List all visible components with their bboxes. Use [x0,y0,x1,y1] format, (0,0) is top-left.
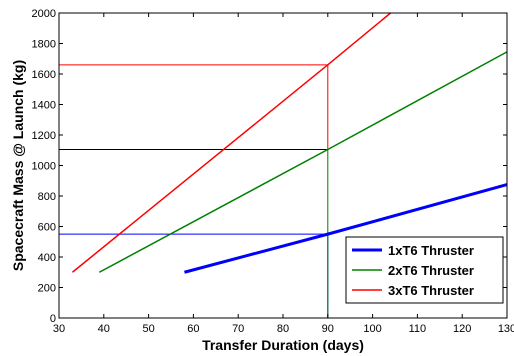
y-tick-label: 600 [38,222,56,234]
legend: 1xT6 Thruster 2xT6 Thruster 3xT6 Thruster [345,236,504,304]
series-line-3 [71,12,391,273]
x-tick-label: 40 [98,323,110,335]
x-tick-label: 90 [322,323,334,335]
x-tick-label: 70 [232,323,244,335]
series-line-1 [184,183,508,274]
reference-line-3 [59,64,329,150]
x-tick-label: 80 [277,323,289,335]
axis-ticks: 30 40 50 60 70 80 90 100 110 120 130 0 200 400 600 800 1… [32,8,514,335]
x-tick-label: 50 [142,323,154,335]
x-tick-label: 60 [187,323,199,335]
y-tick-label: 0 [50,313,56,325]
y-tick-label: 1600 [32,69,56,81]
y-tick-label: 1200 [32,130,56,142]
y-tick-label: 1400 [32,100,56,112]
x-tick-label: 120 [453,323,471,335]
x-tick-label: 30 [53,323,65,335]
x-axis-label: Transfer Duration (days) [202,337,364,353]
series-line-2 [98,51,508,273]
series-lines [71,12,508,274]
y-tick-label: 1800 [32,39,56,51]
x-tick-label: 130 [498,323,514,335]
x-tick-label: 100 [363,323,381,335]
y-tick-label: 200 [38,283,56,295]
y-tick-label: 400 [38,252,56,264]
legend-entry-3: 3xT6 Thruster [388,283,474,298]
legend-entry-2: 2xT6 Thruster [388,263,474,278]
y-tick-label: 1000 [32,161,56,173]
y-tick-label: 2000 [32,8,56,20]
reference-line-0 [59,233,329,318]
y-axis-label: Spacecraft Mass @ Launch (kg) [10,60,26,271]
legend-entry-1: 1xT6 Thruster [388,243,474,258]
y-tick-label: 800 [38,191,56,203]
x-tick-label: 110 [409,323,427,335]
reference-lines [59,64,329,318]
